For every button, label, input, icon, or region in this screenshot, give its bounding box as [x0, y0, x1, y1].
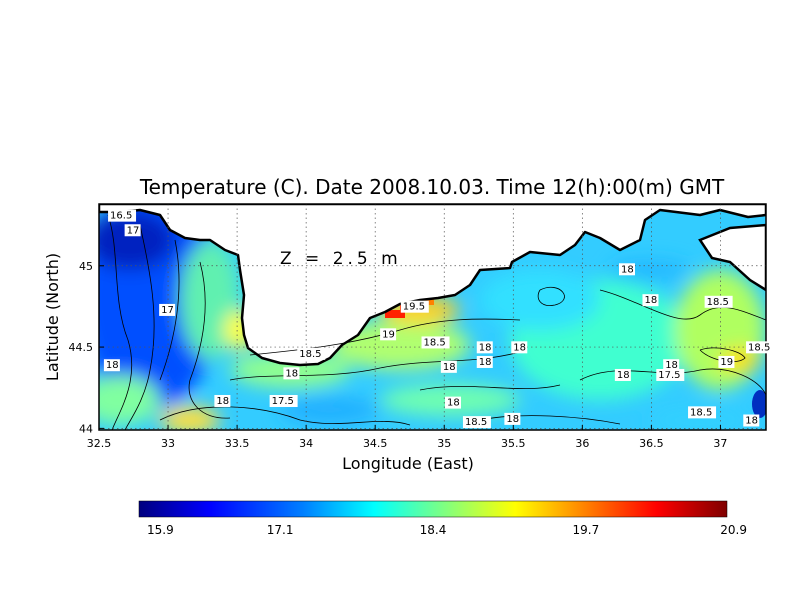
colorbar — [138, 500, 728, 518]
x-tick-label: 35 — [437, 437, 451, 450]
x-tick-label: 34.5 — [363, 437, 388, 450]
contour-label-bg — [619, 263, 635, 276]
plot-area — [99, 204, 766, 430]
x-tick-label: 32.5 — [87, 437, 112, 450]
contour-label: 18 — [665, 360, 678, 371]
contour-label-bg — [462, 416, 491, 429]
colorbar-ticks: 15.9 17.1 18.4 19.7 20.9 — [147, 523, 747, 537]
contour-label-bg — [380, 328, 397, 341]
contour-label-bg — [663, 359, 680, 372]
x-axis: 32.5 33 33.5 34 34.5 35 35.5 36 36.5 37 — [87, 425, 727, 450]
contour-label: 18 — [506, 414, 519, 425]
contour-label-bg — [124, 224, 141, 237]
contour-label: 18.5 — [748, 342, 770, 353]
contour-label-bg — [656, 368, 685, 381]
contour-label-bg — [476, 355, 493, 368]
contour-label: 17.5 — [272, 396, 294, 407]
contour-label-bg — [704, 295, 733, 308]
contour-label: 18 — [617, 370, 630, 381]
contour-label: 18.5 — [424, 337, 446, 348]
y-tick-label: 44 — [79, 422, 93, 435]
contour-label: 18.5 — [690, 407, 712, 418]
contour-label: 18 — [447, 398, 460, 409]
colorbar-tick-label: 17.1 — [267, 523, 294, 537]
contour-label: 19 — [720, 357, 733, 368]
depth-annotation: Z = 2.5 m — [280, 249, 402, 269]
contour-label-bg — [269, 394, 298, 407]
contour-label-bg — [746, 341, 775, 354]
contour-label: 19.5 — [403, 302, 425, 313]
y-tick-label: 44.5 — [69, 341, 94, 354]
x-tick-label: 34 — [299, 437, 313, 450]
contour-label-bg — [476, 341, 493, 354]
contour-lines — [107, 214, 766, 430]
contour-label: 18 — [621, 264, 634, 275]
colorbar-tick-label: 19.7 — [573, 523, 600, 537]
contour-label: 17 — [127, 225, 140, 236]
contour-label-bg — [511, 341, 528, 354]
contour-label: 18.5 — [299, 349, 321, 360]
contour-label-bg — [297, 347, 326, 360]
contour-label: 18 — [106, 360, 119, 371]
contour-label: 19 — [382, 329, 395, 340]
contour-label-bg — [642, 294, 659, 307]
contour-label: 18 — [513, 342, 526, 353]
x-tick-label: 36 — [575, 437, 589, 450]
chart-title: Temperature (C). Date 2008.10.03. Time 1… — [139, 175, 725, 199]
y-axis: 44 44.5 45 — [69, 260, 104, 435]
contour-label-bg — [108, 209, 137, 222]
x-tick-label: 36.5 — [639, 437, 664, 450]
contour-label-bg — [688, 406, 717, 419]
plot-frame — [98, 203, 767, 431]
land-mass — [99, 204, 766, 367]
contour-label: 18 — [644, 295, 657, 306]
contour-label-bg — [445, 396, 461, 409]
contour-label-bg — [743, 414, 760, 427]
contour-label: 16.5 — [110, 211, 132, 222]
contour-label-bg — [283, 367, 300, 380]
contour-label: 18 — [216, 396, 229, 407]
contour-label: 18 — [745, 415, 758, 426]
contour-label-bg — [718, 355, 735, 368]
y-axis-label: Latitude (North) — [43, 253, 62, 381]
contour-label-bg — [504, 412, 521, 425]
colorbar-tick-label: 20.9 — [720, 523, 747, 537]
contour-label-bg — [614, 368, 631, 381]
contour-label: 18 — [479, 342, 492, 353]
x-axis-label: Longitude (East) — [342, 454, 474, 473]
x-tick-label: 33.5 — [225, 437, 250, 450]
contour-label-bg — [214, 394, 231, 407]
colorbar-tick-label: 18.4 — [420, 523, 447, 537]
contour-label-bg — [103, 359, 120, 372]
contour-label-bg — [159, 303, 176, 316]
x-tick-label: 37 — [713, 437, 727, 450]
x-tick-label: 33 — [161, 437, 175, 450]
contour-label: 18.5 — [707, 297, 729, 308]
contour-label: 18 — [479, 357, 492, 368]
contour-label: 17 — [161, 305, 174, 316]
contour-label: 18 — [443, 362, 456, 373]
contour-label-bg — [440, 360, 457, 373]
contour-label-bg — [400, 300, 429, 313]
contour-label-bg — [421, 336, 450, 349]
x-tick-label: 35.5 — [501, 437, 526, 450]
contour-label: 18.5 — [465, 417, 487, 428]
contour-label: 18 — [285, 368, 298, 379]
contour-label: 17.5 — [658, 370, 680, 381]
y-tick-label: 45 — [79, 260, 93, 273]
colorbar-tick-label: 15.9 — [147, 523, 174, 537]
land-mass-east — [698, 223, 766, 292]
